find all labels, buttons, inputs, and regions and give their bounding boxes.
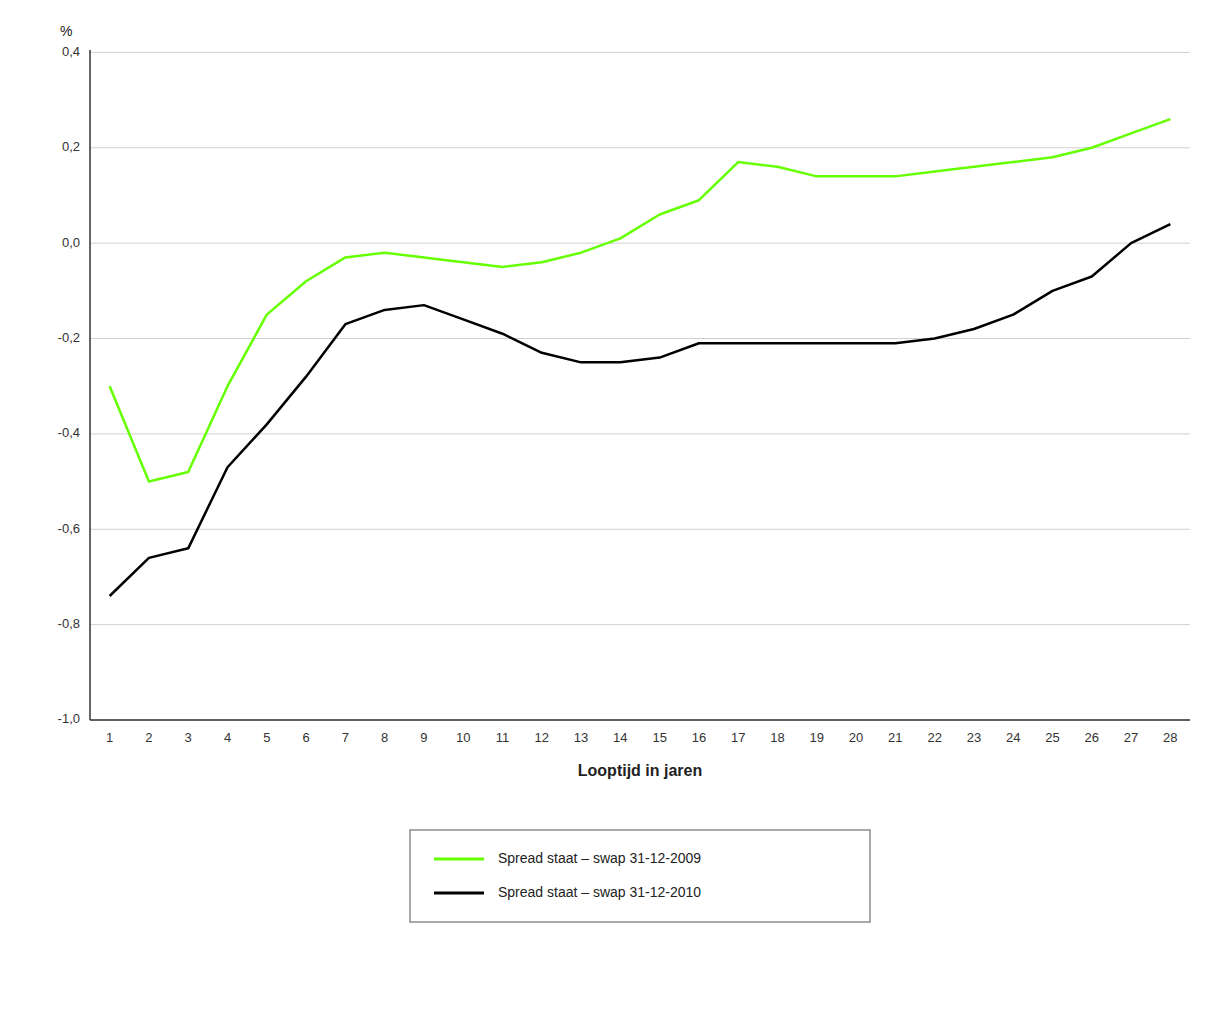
grid-line bbox=[90, 243, 1190, 244]
y-axis-label: % bbox=[60, 23, 72, 39]
x-axis-label: Looptijd in jaren bbox=[578, 762, 702, 779]
x-tick-label: 10 bbox=[456, 730, 470, 745]
x-tick-label: 24 bbox=[1006, 730, 1020, 745]
x-tick-label: 9 bbox=[420, 730, 427, 745]
y-tick-label: 0,4 bbox=[62, 44, 80, 59]
y-tick-label: -1,0 bbox=[58, 711, 80, 726]
x-tick-label: 17 bbox=[731, 730, 745, 745]
grid-line bbox=[90, 52, 1190, 53]
x-tick-label: 27 bbox=[1124, 730, 1138, 745]
legend-swatch bbox=[434, 858, 484, 861]
x-tick-label: 23 bbox=[967, 730, 981, 745]
x-tick-label: 1 bbox=[106, 730, 113, 745]
y-tick-label: -0,4 bbox=[58, 425, 80, 440]
x-tick-label: 5 bbox=[263, 730, 270, 745]
y-tick-label: -0,6 bbox=[58, 521, 80, 536]
x-tick-label: 8 bbox=[381, 730, 388, 745]
y-tick-label: 0,0 bbox=[62, 235, 80, 250]
x-tick-label: 26 bbox=[1085, 730, 1099, 745]
x-tick-label: 22 bbox=[927, 730, 941, 745]
legend-label: Spread staat – swap 31-12-2010 bbox=[498, 884, 701, 900]
x-tick-label: 13 bbox=[574, 730, 588, 745]
x-tick-label: 6 bbox=[302, 730, 309, 745]
grid-line bbox=[90, 624, 1190, 625]
x-tick-label: 15 bbox=[652, 730, 666, 745]
grid-line bbox=[90, 720, 1190, 721]
legend-box bbox=[410, 830, 870, 922]
y-tick-label: 0,2 bbox=[62, 139, 80, 154]
y-grid bbox=[90, 52, 1190, 720]
x-tick-label: 20 bbox=[849, 730, 863, 745]
series-line bbox=[110, 119, 1171, 481]
x-tick-label: 28 bbox=[1163, 730, 1177, 745]
y-tick-label: -0,8 bbox=[58, 616, 80, 631]
grid-line bbox=[90, 529, 1190, 530]
x-tick-label: 2 bbox=[145, 730, 152, 745]
x-tick-label: 19 bbox=[810, 730, 824, 745]
chart-container: 0,40,20,0-0,2-0,4-0,6-0,8-1,012345678910… bbox=[0, 0, 1228, 1014]
x-tick-label: 12 bbox=[535, 730, 549, 745]
x-tick-label: 16 bbox=[692, 730, 706, 745]
x-tick-label: 25 bbox=[1045, 730, 1059, 745]
x-tick-label: 11 bbox=[496, 730, 510, 745]
y-axis-line bbox=[89, 50, 91, 720]
x-axis-line bbox=[90, 719, 1190, 721]
y-tick-label: -0,2 bbox=[58, 330, 80, 345]
grid-line bbox=[90, 147, 1190, 148]
legend: Spread staat – swap 31-12-2009 Spread sta… bbox=[410, 830, 870, 922]
legend-label: Spread staat – swap 31-12-2009 bbox=[498, 850, 701, 866]
x-tick-label: 18 bbox=[770, 730, 784, 745]
x-tick-label: 7 bbox=[342, 730, 349, 745]
x-tick-label: 14 bbox=[613, 730, 627, 745]
series-group bbox=[110, 119, 1171, 596]
x-tick-label: 21 bbox=[888, 730, 902, 745]
y-tick-labels: 0,4 0,2 0,0 -0,2 -0,4 -0,6 -0,8 -1,0 bbox=[58, 44, 80, 727]
series-line bbox=[110, 224, 1171, 596]
grid-line bbox=[90, 433, 1190, 434]
legend-swatch bbox=[434, 892, 484, 895]
x-tick-label: 4 bbox=[224, 730, 231, 745]
x-tick-label: 3 bbox=[185, 730, 192, 745]
chart-svg: 0,40,20,0-0,2-0,4-0,6-0,8-1,012345678910… bbox=[0, 0, 1228, 1014]
x-tick-labels: 1234567891011121314151617181920212223242… bbox=[106, 730, 1178, 745]
